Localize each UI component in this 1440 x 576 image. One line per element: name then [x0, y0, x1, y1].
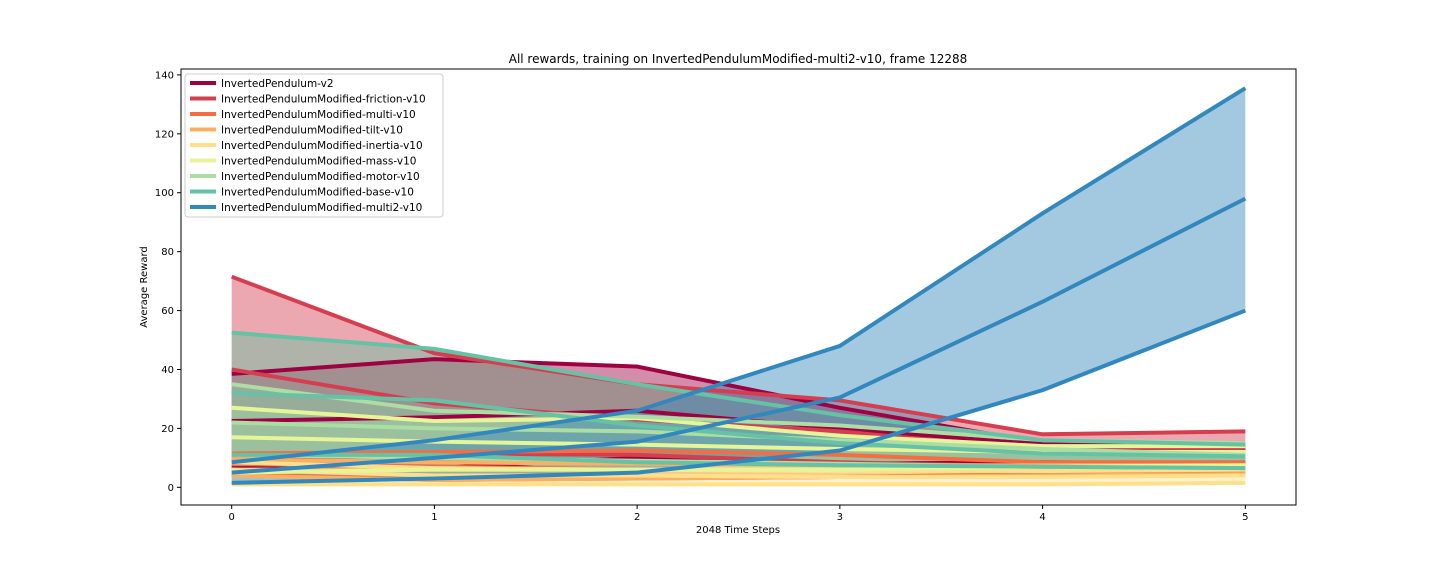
line-series-7-upper	[231, 330, 1246, 447]
x-tick-label: 1	[431, 512, 437, 523]
line-series-2-upper	[231, 448, 1246, 465]
x-tick-label: 2	[634, 512, 640, 523]
y-tick-label: 0	[168, 483, 174, 494]
lines-layer	[230, 86, 1247, 487]
legend-label-3: InvertedPendulumModified-tilt-v10	[221, 125, 403, 137]
x-tick-label: 4	[1039, 512, 1045, 523]
y-axis: 0 20 40 60 80 100 120 140	[155, 70, 181, 494]
legend-label-0: InvertedPendulum-v2	[221, 78, 334, 90]
band-series-8	[231, 88, 1246, 483]
x-tick-label: 3	[837, 512, 843, 523]
y-tick-label: 120	[155, 129, 174, 140]
line-series-1-upper	[230, 274, 1246, 437]
line-series-4-mean	[231, 467, 1246, 480]
y-tick-label: 100	[155, 188, 174, 199]
legend-label-1: InvertedPendulumModified-friction-v10	[221, 94, 426, 106]
chart-title: All rewards, training on InvertedPendulu…	[509, 52, 968, 66]
line-series-5-upper	[231, 405, 1246, 449]
legend: InvertedPendulum-v2 InvertedPendulumModif…	[184, 73, 444, 218]
x-tick-label: 0	[228, 512, 234, 523]
line-series-8-lower	[231, 308, 1247, 485]
y-tick-label: 40	[161, 365, 174, 376]
line-series-7-mean	[231, 391, 1246, 459]
y-tick-label: 20	[161, 424, 174, 435]
plot-frame	[180, 68, 1297, 506]
x-tick-label: 5	[1242, 512, 1248, 523]
y-tick-label: 140	[155, 70, 174, 81]
line-series-8-upper	[231, 86, 1247, 465]
legend-label-7: InvertedPendulumModified-base-v10	[221, 187, 414, 199]
x-axis: 0 1 2 3 4 5	[228, 505, 1249, 523]
y-tick-label: 60	[161, 306, 174, 317]
legend-label-6: InvertedPendulumModified-motor-v10	[221, 171, 420, 183]
legend-box	[184, 73, 444, 218]
legend-label-8: InvertedPendulumModified-multi2-v10	[221, 202, 422, 214]
line-series-4-lower	[231, 480, 1246, 487]
y-tick-label: 80	[161, 247, 174, 258]
legend-label-2: InvertedPendulumModified-multi-v10	[221, 109, 416, 121]
x-axis-title: 2048 Time Steps	[696, 525, 780, 536]
line-series-7-lower	[231, 452, 1246, 471]
line-series-8-mean	[231, 196, 1247, 475]
legend-label-4: InvertedPendulumModified-inertia-v10	[221, 140, 423, 152]
y-axis-title: Average Reward	[139, 246, 150, 327]
legend-label-5: InvertedPendulumModified-mass-v10	[221, 156, 416, 168]
